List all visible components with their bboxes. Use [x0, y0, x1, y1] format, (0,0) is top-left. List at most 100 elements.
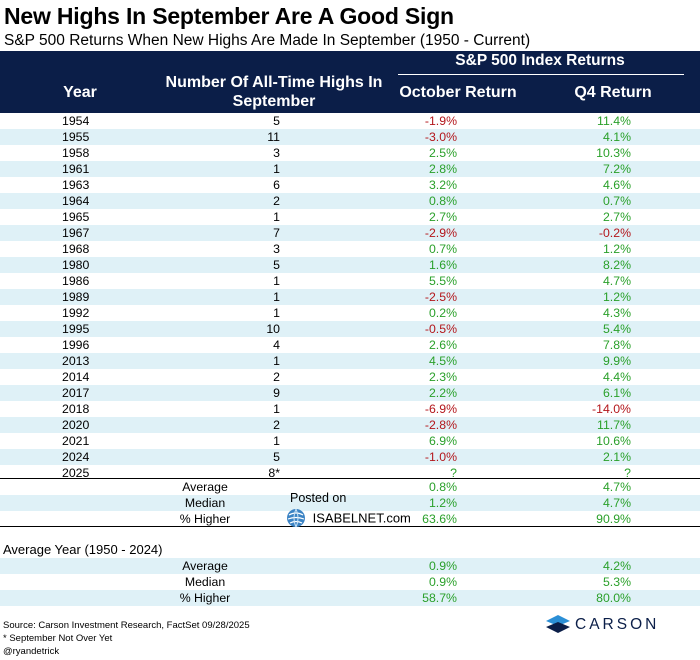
cell-number-of-highs: 7: [273, 226, 280, 240]
cell-number-of-highs: 1: [273, 402, 280, 416]
cell-october-return: 4.5%: [428, 354, 457, 368]
cell-october-return: 2.2%: [428, 386, 457, 400]
cell-q4-return: 7.8%: [602, 338, 631, 352]
cell-q4-return: 6.1%: [602, 386, 631, 400]
table-row: 1980 5 1.6% 8.2%: [0, 257, 700, 273]
cell-year: 2025: [62, 466, 90, 480]
cell-october-return: 2.6%: [428, 338, 457, 352]
cell-number-of-highs: 1: [273, 434, 280, 448]
header-q4-return: Q4 Return: [574, 84, 652, 101]
cell-q4-return: 10.3%: [596, 146, 631, 160]
average-year-october-return: 0.9%: [428, 575, 457, 589]
cell-year: 1996: [62, 338, 90, 352]
table-row: 1954 5 -1.9% 11.4%: [0, 113, 700, 129]
cell-year: 1954: [62, 114, 90, 128]
cell-year: 2014: [62, 370, 90, 384]
cell-number-of-highs: 4: [273, 338, 280, 352]
cell-number-of-highs: 5: [273, 258, 280, 272]
cell-year: 2018: [62, 402, 90, 416]
table-row: 1996 4 2.6% 7.8%: [0, 337, 700, 353]
cell-year: 2021: [62, 434, 90, 448]
cell-q4-return: 5.4%: [602, 322, 631, 336]
cell-q4-return: 4.3%: [602, 306, 631, 320]
cell-year: 1995: [62, 322, 90, 336]
cell-number-of-highs: 3: [273, 146, 280, 160]
cell-october-return: -1.0%: [424, 450, 457, 464]
table-row: 1963 6 3.2% 4.6%: [0, 177, 700, 193]
summary-label: % Higher: [179, 512, 231, 526]
cell-number-of-highs: 11: [267, 130, 280, 144]
table-header: S&P 500 Index Returns Year Number Of All…: [0, 51, 700, 113]
cell-october-return: 2.5%: [428, 146, 457, 160]
cell-year: 1961: [62, 162, 90, 176]
cell-year: 1958: [62, 146, 90, 160]
average-year-label: Median: [184, 575, 226, 589]
summary-october-return: 0.8%: [428, 480, 457, 494]
footer-handle: @ryandetrick: [3, 646, 60, 657]
cell-number-of-highs: 1: [273, 290, 280, 304]
cell-q4-return: 4.4%: [602, 370, 631, 384]
cell-q4-return: 9.9%: [602, 354, 631, 368]
cell-number-of-highs: 1: [273, 162, 280, 176]
cell-q4-return: ?: [624, 466, 631, 480]
table-row: 1965 1 2.7% 2.7%: [0, 209, 700, 225]
cell-number-of-highs: 5: [273, 114, 280, 128]
table-row: 1995 10 -0.5% 5.4%: [0, 321, 700, 337]
cell-year: 2020: [62, 418, 90, 432]
summary-divider: [0, 478, 700, 479]
header-group-label: S&P 500 Index Returns: [455, 52, 625, 69]
summary-october-return: 63.6%: [422, 512, 457, 526]
average-year-q4-return: 80.0%: [596, 591, 631, 605]
cell-q4-return: 11.4%: [597, 114, 631, 128]
table-row: 1967 7 -2.9% -0.2%: [0, 225, 700, 241]
cell-year: 1968: [62, 242, 90, 256]
summary-bottom-divider: [0, 526, 700, 527]
cell-october-return: -3.0%: [424, 130, 457, 144]
table-row: 1989 1 -2.5% 1.2%: [0, 289, 700, 305]
average-year-label: % Higher: [179, 591, 231, 605]
summary-label: Median: [184, 496, 226, 510]
cell-year: 1955: [62, 130, 90, 144]
table-row: 1986 1 5.5% 4.7%: [0, 273, 700, 289]
table-row: 1992 1 0.2% 4.3%: [0, 305, 700, 321]
cell-october-return: 0.2%: [428, 306, 457, 320]
table-row: 2025 8*??: [0, 465, 700, 481]
cell-october-return: 2.8%: [428, 162, 457, 176]
watermark-posted-on: Posted on: [290, 491, 347, 505]
cell-number-of-highs: 2: [273, 370, 280, 384]
cell-year: 1967: [62, 226, 90, 240]
average-year-row: Median 0.9% 5.3%: [0, 574, 700, 590]
carson-mark-icon: [546, 615, 570, 633]
cell-year: 2024: [62, 450, 90, 464]
header-october-return: October Return: [399, 84, 517, 101]
cell-year: 1989: [62, 290, 90, 304]
cell-q4-return: 8.2%: [602, 258, 631, 272]
globe-icon: [287, 508, 305, 528]
summary-q4-return: 90.9%: [596, 512, 631, 526]
carson-wordmark: CARSON: [575, 616, 660, 633]
header-group-underline: [398, 74, 684, 75]
cell-q4-return: 4.1%: [602, 130, 631, 144]
table-row: 2021 1 6.9% 10.6%: [0, 433, 700, 449]
table-row: 1968 3 0.7% 1.2%: [0, 241, 700, 257]
cell-q4-return: 4.7%: [602, 274, 631, 288]
chart-title: New Highs In September Are A Good Sign: [4, 3, 454, 29]
cell-number-of-highs: 1: [273, 274, 280, 288]
carson-logo: CARSON: [545, 614, 656, 639]
cell-q4-return: 1.2%: [602, 290, 631, 304]
cell-year: 2017: [62, 386, 90, 400]
footer-note: * September Not Over Yet: [3, 633, 113, 644]
cell-number-of-highs: 8*: [268, 466, 280, 480]
summary-label: Average: [182, 480, 228, 494]
cell-q4-return: 0.7%: [602, 194, 631, 208]
header-year: Year: [63, 84, 97, 101]
cell-number-of-highs: 2: [273, 418, 280, 432]
cell-october-return: ?: [450, 466, 457, 480]
cell-october-return: 5.5%: [428, 274, 457, 288]
cell-year: 1965: [62, 210, 90, 224]
average-year-row: % Higher 58.7% 80.0%: [0, 590, 700, 606]
footer-source: Source: Carson Investment Research, Fact…: [3, 620, 250, 631]
table-row: 2017 9 2.2% 6.1%: [0, 385, 700, 401]
header-number-of-highs: Number Of All-Time Highs In September: [165, 74, 383, 110]
cell-q4-return: -0.2%: [598, 226, 631, 240]
